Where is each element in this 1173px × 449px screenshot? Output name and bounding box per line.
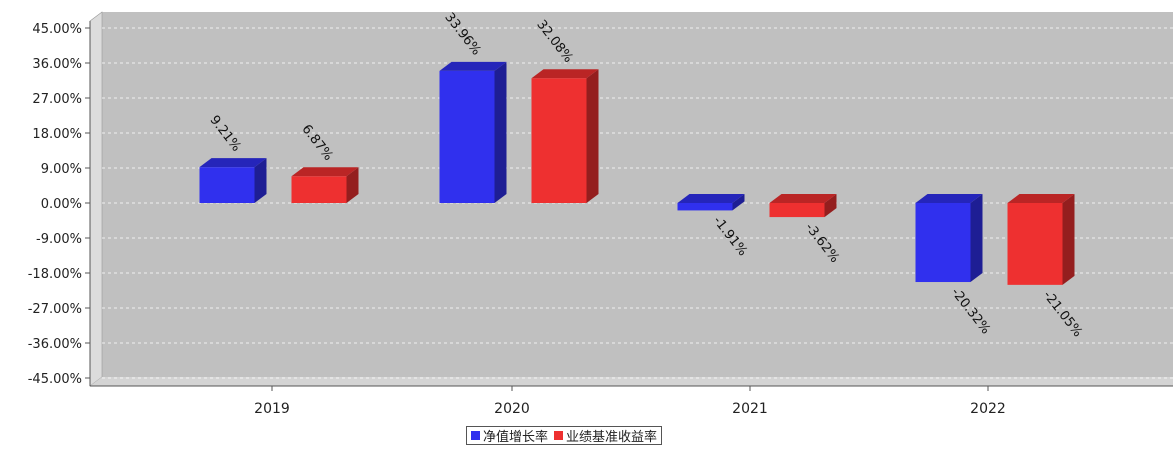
bar-side-face <box>1062 194 1075 285</box>
y-tick-label: 27.00% <box>32 92 82 107</box>
y-tick-label: -45.00% <box>28 372 82 387</box>
plot-side-wall <box>89 11 103 387</box>
legend-label-series-0: 净值增长率 <box>483 430 549 445</box>
bar-side-face <box>494 61 507 203</box>
bar-front-face <box>915 203 971 283</box>
bar-业绩基准收益率-2022 <box>1007 194 1075 285</box>
x-tick-label: 2022 <box>970 401 1006 417</box>
bar-side-face <box>586 69 599 203</box>
bar-业绩基准收益率-2019 <box>291 167 359 203</box>
x-tick-label: 2020 <box>494 401 530 417</box>
legend: 净值增长率 业绩基准收益率 <box>466 426 663 445</box>
y-tick-label: 36.00% <box>32 57 82 72</box>
bar-side-face <box>254 158 267 203</box>
bar-净值增长率-2022 <box>915 194 983 283</box>
bar-front-face <box>439 70 495 203</box>
bar-side-face <box>732 194 745 211</box>
bar-净值增长率-2019 <box>199 158 267 203</box>
bar-front-face <box>291 176 347 203</box>
legend-item-series-0: 净值增长率 <box>471 426 548 445</box>
y-tick-label: -36.00% <box>28 337 82 352</box>
x-tick-label: 2021 <box>732 401 768 417</box>
bar-front-face <box>199 167 255 203</box>
legend-item-series-1: 业绩基准收益率 <box>554 426 657 445</box>
y-tick-label: -27.00% <box>28 302 82 317</box>
legend-swatch-series-0 <box>471 431 480 440</box>
x-tick-label: 2019 <box>254 401 290 417</box>
plot-back-wall <box>102 12 1173 377</box>
y-tick-label: -9.00% <box>36 232 82 247</box>
y-tick-label: 0.00% <box>41 197 82 212</box>
bar-side-face <box>970 194 983 283</box>
bar-top-face <box>769 194 837 203</box>
y-tick-label: -18.00% <box>28 267 82 282</box>
bar-top-face <box>915 194 983 203</box>
bar-top-face <box>291 167 359 177</box>
y-tick-label: 9.00% <box>41 162 82 177</box>
plot-floor <box>90 377 1173 386</box>
bar-side-face <box>346 167 359 203</box>
bar-front-face <box>1007 203 1063 285</box>
bar-净值增长率-2021 <box>677 194 745 211</box>
bar-top-face <box>199 158 267 168</box>
bar-front-face <box>677 203 733 211</box>
bar-front-face <box>769 203 825 218</box>
legend-swatch-series-1 <box>554 431 564 440</box>
bar-top-face <box>1007 194 1075 203</box>
bar-front-face <box>531 78 587 203</box>
bar-净值增长率-2020 <box>439 61 507 203</box>
legend-label-series-1: 业绩基准收益率 <box>566 430 658 445</box>
y-tick-label: 18.00% <box>32 127 82 142</box>
bar-业绩基准收益率-2021 <box>769 194 837 218</box>
bar-top-face <box>677 194 745 203</box>
bar-top-face <box>439 61 507 71</box>
bar-top-face <box>531 69 599 79</box>
bar-业绩基准收益率-2020 <box>531 69 599 203</box>
bar-side-face <box>824 194 837 218</box>
y-tick-label: 45.00% <box>32 22 82 37</box>
